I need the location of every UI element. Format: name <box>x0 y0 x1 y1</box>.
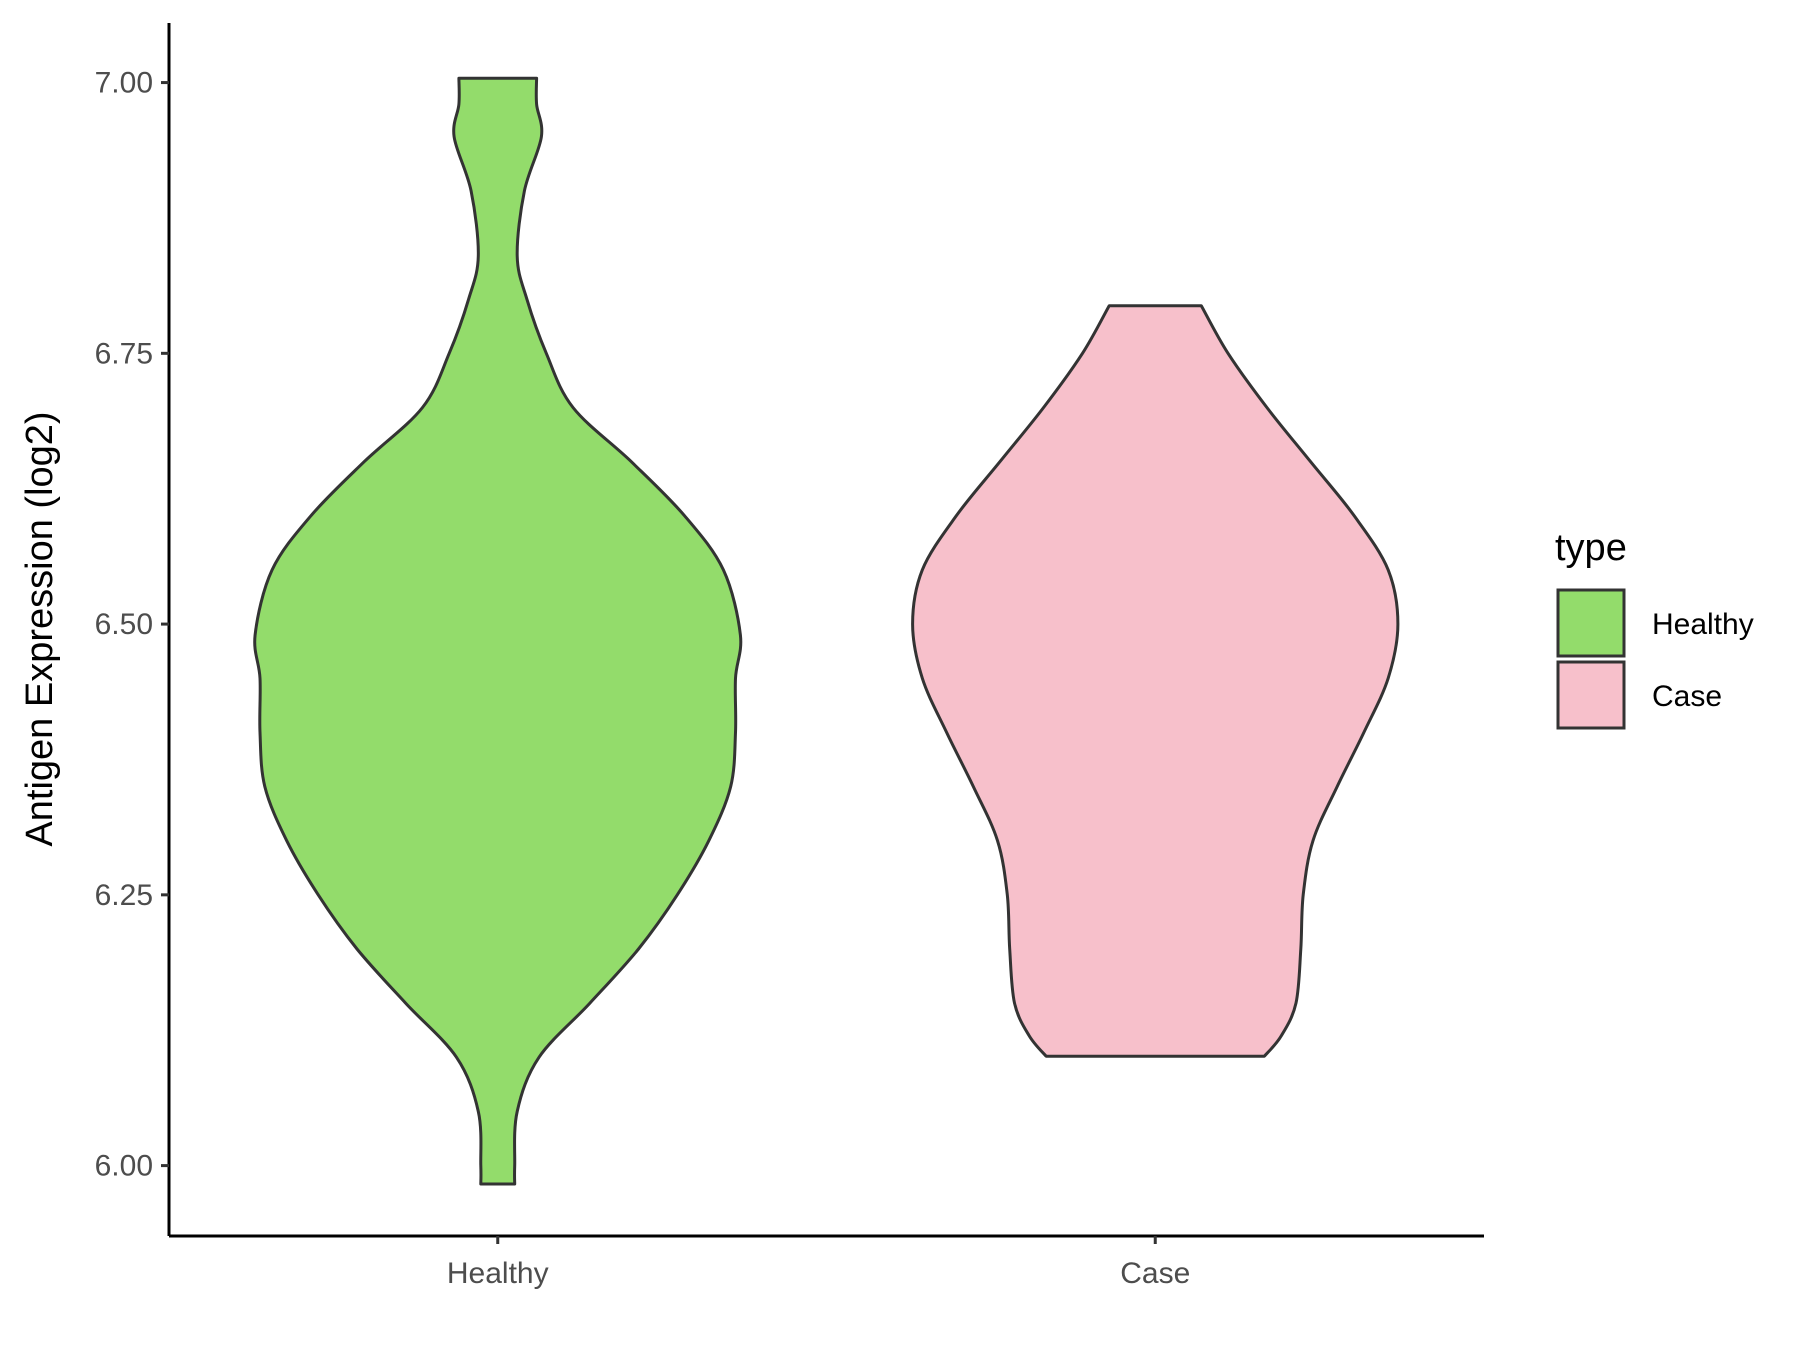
x-axis-ticks: Healthy Case <box>447 1236 1190 1290</box>
x-tick-label: Case <box>1120 1257 1190 1290</box>
y-tick-label: 6.50 <box>95 608 153 641</box>
legend-label-healthy: Healthy <box>1652 608 1754 641</box>
legend-title: type <box>1555 527 1627 569</box>
violin-healthy <box>253 76 743 1186</box>
x-tick-label: Healthy <box>447 1257 549 1290</box>
y-axis-title: Antigen Expression (log2) <box>19 411 61 846</box>
y-tick-label: 6.25 <box>95 879 153 912</box>
violin-layer <box>253 76 1400 1186</box>
y-tick-label: 7.00 <box>95 67 153 100</box>
y-tick-label: 6.75 <box>95 337 153 370</box>
y-tick-label: 6.00 <box>95 1150 153 1183</box>
legend-swatch-case <box>1556 660 1626 730</box>
legend: type Healthy Case <box>1555 527 1754 730</box>
legend-swatch-healthy <box>1556 588 1626 658</box>
violin-case <box>911 304 1400 1058</box>
y-axis-ticks: 6.00 6.25 6.50 6.75 7.00 <box>95 67 169 1183</box>
legend-label-case: Case <box>1652 680 1722 713</box>
